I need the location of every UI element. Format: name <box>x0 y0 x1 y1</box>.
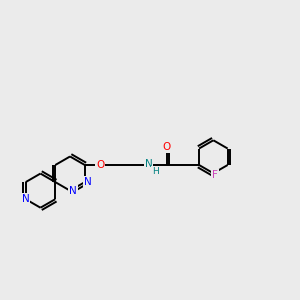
Text: O: O <box>96 160 104 170</box>
Text: F: F <box>212 170 218 180</box>
Text: N: N <box>145 159 152 169</box>
Text: N: N <box>69 186 77 196</box>
Text: N: N <box>22 194 30 204</box>
Text: H: H <box>152 167 159 176</box>
Text: N: N <box>84 177 92 187</box>
Text: O: O <box>163 142 171 152</box>
